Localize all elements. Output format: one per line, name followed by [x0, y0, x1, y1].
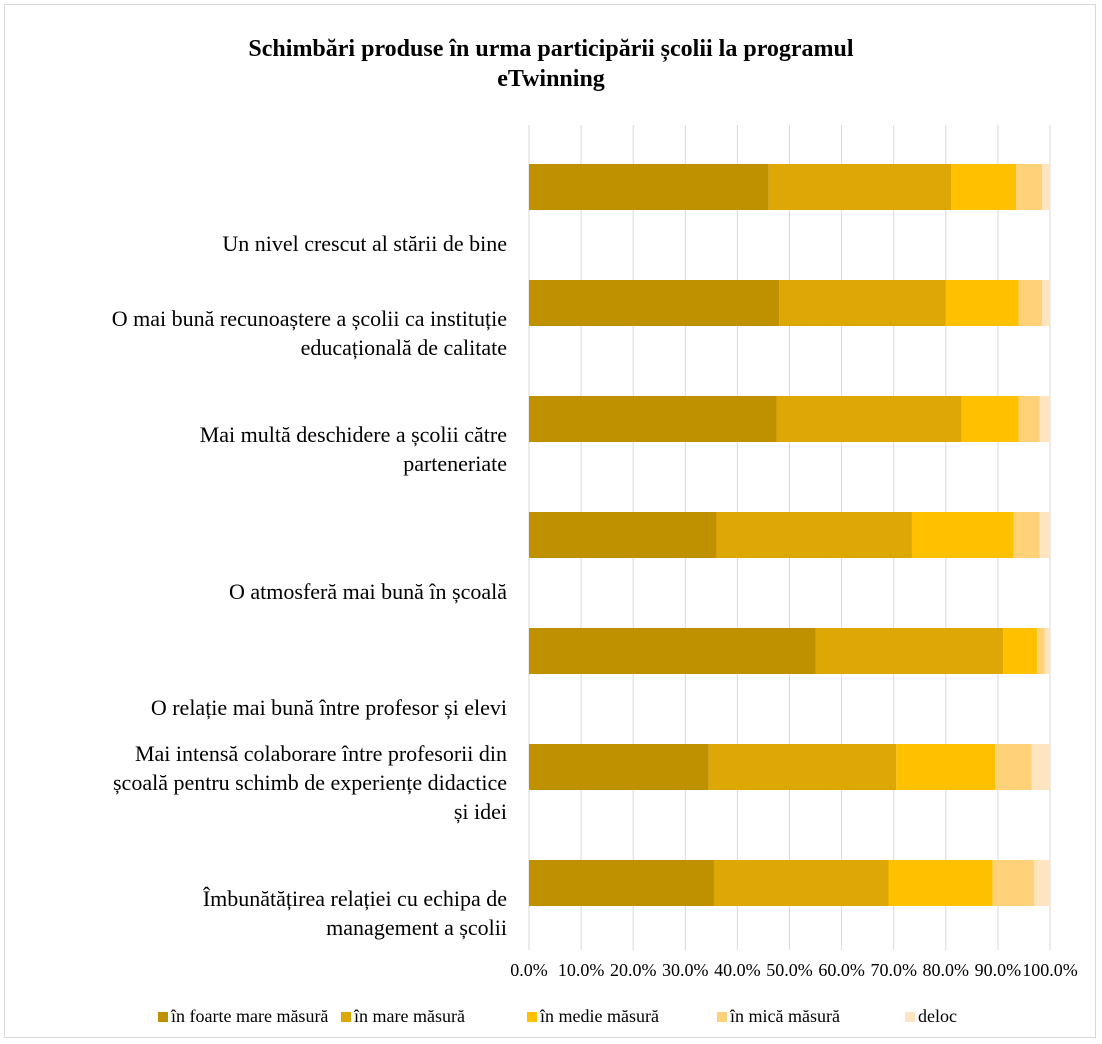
bar-segment	[769, 164, 951, 210]
bar-segment	[1014, 512, 1040, 558]
bar-segment	[946, 280, 1019, 326]
bar-segment	[888, 860, 992, 906]
legend-swatch	[527, 1012, 537, 1022]
category-label: Mai multă deschidere a școlii către	[200, 422, 507, 447]
bar-segment	[1045, 628, 1050, 674]
x-tick-labels: 0.0% 10.0% 20.0% 30.0% 40.0% 50.0% 60.0% 70.0% 8…	[510, 960, 1078, 980]
x-tick-label: 50.0%	[766, 960, 813, 980]
legend-label: în foarte mare măsură	[170, 1006, 328, 1026]
bar-segment	[1040, 512, 1050, 558]
bar-segment	[529, 164, 769, 210]
bar-segment	[1042, 280, 1050, 326]
category-label: educațională de calitate	[301, 335, 507, 360]
category-label: management a școlii	[326, 915, 507, 940]
category-label: Un nivel crescut al stării de bine	[222, 231, 507, 256]
x-tick-label: 10.0%	[558, 960, 605, 980]
bar-segment	[717, 512, 912, 558]
bar-segment	[779, 280, 946, 326]
legend-swatch	[905, 1012, 915, 1022]
bar-segment	[993, 860, 1035, 906]
bar-segment	[951, 164, 1016, 210]
legend: în foarte mare măsură în mare măsură în me…	[158, 1006, 957, 1026]
x-tick-label: 30.0%	[662, 960, 709, 980]
category-label: O atmosferă mai bună în școală	[229, 579, 507, 604]
x-tick-label: 90.0%	[975, 960, 1022, 980]
bar-segment	[529, 512, 717, 558]
bar-segment	[529, 396, 776, 442]
legend-label: deloc	[918, 1006, 957, 1026]
x-tick-label: 40.0%	[714, 960, 761, 980]
category-label: parteneriate	[403, 451, 507, 476]
bar-segment	[1042, 164, 1050, 210]
bar-segment	[1019, 280, 1042, 326]
category-labels: Un nivel crescut al stării de bine O mai …	[112, 231, 507, 940]
x-tick-label: 100.0%	[1022, 960, 1078, 980]
x-tick-label: 70.0%	[870, 960, 917, 980]
category-label: școală pentru schimb de experiențe didac…	[113, 770, 507, 795]
bar-segment	[1037, 628, 1045, 674]
bar-segment	[1034, 860, 1050, 906]
bar-segment	[912, 512, 1014, 558]
bar-segment	[776, 396, 961, 442]
bar-segment	[1032, 744, 1050, 790]
bar-segment	[995, 744, 1031, 790]
bar-segment	[1040, 396, 1050, 442]
x-tick-label: 80.0%	[923, 960, 970, 980]
x-tick-label: 20.0%	[610, 960, 657, 980]
bar-segment	[709, 744, 897, 790]
legend-swatch	[158, 1012, 168, 1022]
x-tick-label: 60.0%	[818, 960, 865, 980]
bar-segment	[529, 744, 709, 790]
bar-segment	[529, 860, 714, 906]
bar-segment	[1003, 628, 1037, 674]
legend-label: în mare măsură	[353, 1006, 465, 1026]
bar-segment	[529, 628, 816, 674]
bar-segment	[529, 280, 779, 326]
category-label: O mai bună recunoaștere a școlii ca inst…	[112, 306, 507, 331]
category-label: Mai intensă colaborare între profesorii …	[135, 741, 507, 766]
category-label: Îmbunătățirea relației cu echipa de	[203, 886, 507, 911]
bar-segment	[1019, 396, 1040, 442]
bar-segment	[816, 628, 1004, 674]
legend-label: în medie măsură	[539, 1006, 659, 1026]
legend-label: în mică măsură	[729, 1006, 840, 1026]
bar-segment	[896, 744, 995, 790]
bar-segment	[961, 396, 1018, 442]
legend-swatch	[717, 1012, 727, 1022]
category-label: O relație mai bună între profesor și ele…	[151, 695, 507, 720]
bar-segment	[1016, 164, 1042, 210]
bar-segment	[714, 860, 889, 906]
category-label: și idei	[454, 799, 507, 824]
legend-swatch	[341, 1012, 351, 1022]
x-tick-label: 0.0%	[510, 960, 548, 980]
